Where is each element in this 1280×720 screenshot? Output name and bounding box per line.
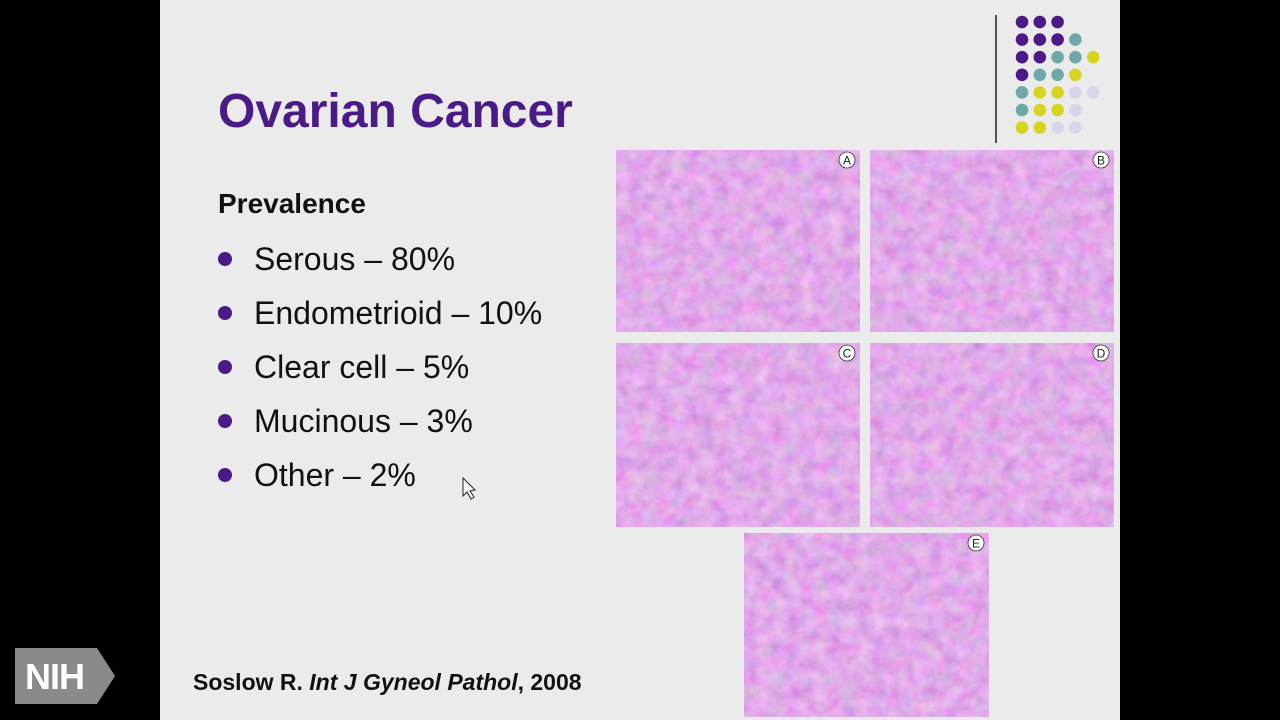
dot bbox=[1051, 68, 1064, 82]
dot bbox=[1051, 15, 1064, 29]
dot-grid bbox=[1015, 15, 1100, 134]
panel-badge bbox=[838, 151, 856, 169]
panel-texture bbox=[616, 343, 860, 527]
dot bbox=[1015, 68, 1029, 82]
dot bbox=[1033, 50, 1047, 64]
slide-title: Ovarian Cancer bbox=[218, 85, 573, 138]
panel-label: A bbox=[843, 154, 851, 168]
dot bbox=[1069, 68, 1082, 82]
logo-text: NIH bbox=[25, 656, 85, 697]
dot bbox=[1086, 86, 1100, 99]
dot bbox=[1015, 103, 1029, 117]
dot bbox=[1086, 50, 1100, 64]
panel-label: C bbox=[843, 347, 852, 361]
dot bbox=[1033, 103, 1047, 117]
logo-shape bbox=[15, 648, 115, 704]
panel-texture bbox=[744, 533, 989, 717]
dot bbox=[1033, 68, 1047, 82]
dot bbox=[1051, 50, 1064, 64]
panel-label: B bbox=[1097, 154, 1105, 168]
panel-badge bbox=[838, 344, 856, 362]
panel-badge bbox=[1092, 344, 1110, 362]
bullet: Serous – 80% bbox=[218, 232, 542, 286]
dot bbox=[1069, 103, 1082, 117]
panel-label: E bbox=[972, 537, 980, 551]
panel-texture bbox=[616, 150, 860, 332]
dot bbox=[1033, 15, 1047, 29]
bullet: Other – 2% bbox=[218, 448, 542, 502]
dot bbox=[1033, 33, 1047, 46]
year: , 2008 bbox=[517, 669, 582, 695]
dot bbox=[1015, 121, 1029, 134]
heading: Prevalence bbox=[218, 188, 366, 219]
dot bbox=[1051, 103, 1064, 117]
nih-logo: NIH bbox=[15, 648, 115, 704]
dot bbox=[1033, 86, 1047, 99]
panel-texture bbox=[870, 343, 1114, 527]
panels: A B C D E bbox=[616, 150, 1114, 717]
panel-badge bbox=[967, 534, 985, 552]
bullet: Clear cell – 5% bbox=[218, 340, 542, 394]
bullet: Endometrioid – 10% bbox=[218, 286, 542, 340]
journal: Int J Gyneol Pathol bbox=[309, 669, 518, 695]
author: Soslow R. bbox=[193, 669, 303, 695]
dot bbox=[1033, 121, 1047, 134]
citation: Soslow R. Int J Gyneol Pathol, 2008 bbox=[193, 669, 582, 696]
dot bbox=[1069, 86, 1082, 99]
dot bbox=[1015, 33, 1029, 46]
cursor bbox=[462, 476, 477, 500]
panel-badge bbox=[1092, 151, 1110, 169]
dot bbox=[1015, 15, 1029, 29]
dot bbox=[1069, 33, 1082, 46]
panel-label: D bbox=[1097, 347, 1106, 361]
panel-texture bbox=[870, 150, 1114, 332]
dot bbox=[1069, 50, 1082, 64]
dot bbox=[1051, 86, 1064, 99]
bullet-list: Serous – 80% Endometrioid – 10% Clear ce… bbox=[218, 232, 542, 502]
bullet: Mucinous – 3% bbox=[218, 394, 542, 448]
dot bbox=[1051, 121, 1064, 134]
dot bbox=[1069, 121, 1082, 134]
dot bbox=[1051, 33, 1064, 46]
dot bbox=[1015, 86, 1029, 99]
dot bbox=[1015, 50, 1029, 64]
